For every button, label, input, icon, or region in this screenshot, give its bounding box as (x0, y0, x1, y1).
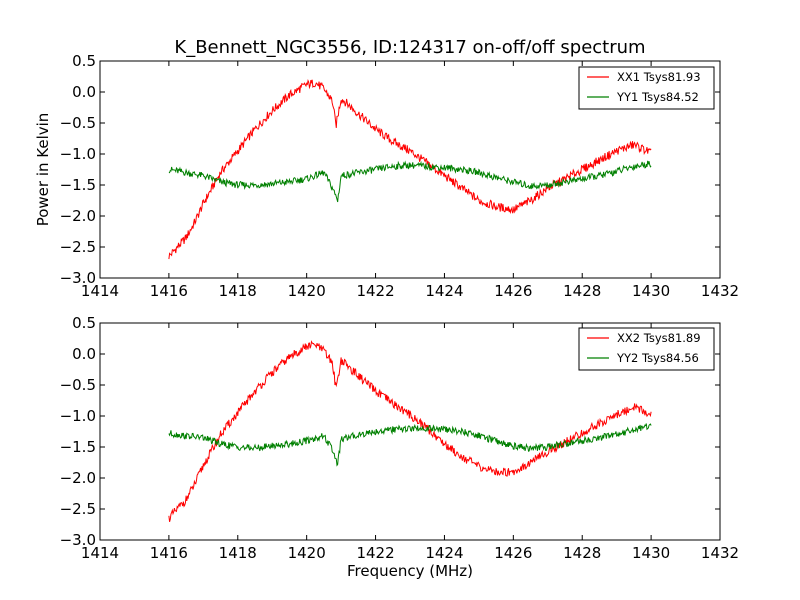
x-tick-label: 1430 (632, 282, 670, 300)
x-tick-label: 1430 (632, 544, 670, 562)
legend-box (578, 327, 715, 371)
x-tick-label: 1428 (563, 282, 601, 300)
y-tick-label: −2.0 (60, 469, 96, 487)
top-panel: 1414 1416 1418 1420 1422 1424 1426 1428 1430 1432… (34, 52, 739, 300)
legend-entry: XX2 Tsys81.89 (617, 331, 701, 345)
y-tick-label: −2.5 (60, 238, 96, 256)
legend: XX1 Tsys81.93 YY1 Tsys84.52 (578, 66, 715, 110)
x-tick-label: 1424 (425, 544, 463, 562)
x-tick-label: 1426 (494, 544, 532, 562)
y-tick-label: −1.0 (60, 407, 96, 425)
y-tick-label: −0.5 (60, 114, 96, 132)
x-tick-label: 1420 (288, 544, 326, 562)
y-tick-label: 0.5 (72, 314, 96, 332)
y-tick-label: −3.0 (60, 269, 96, 287)
x-tick-label: 1428 (563, 544, 601, 562)
x-tick-label: 1432 (701, 544, 739, 562)
y-tick-label: 0.0 (72, 345, 96, 363)
x-tick-label: 1418 (219, 544, 257, 562)
legend-entry: YY2 Tsys84.56 (616, 351, 699, 365)
axes-frame (99, 60, 721, 279)
y-tick-label: 0.0 (72, 83, 96, 101)
x-tick-label: 1416 (150, 282, 188, 300)
x-tick-label: 1414 (81, 544, 119, 562)
legend: XX2 Tsys81.89 YY2 Tsys84.56 (578, 327, 715, 371)
x-tick-label: 1418 (219, 282, 257, 300)
legend-box (578, 66, 715, 110)
y-tick-label: 0.5 (72, 52, 96, 70)
x-tick-label: 1422 (356, 282, 394, 300)
x-tick-label: 1432 (701, 282, 739, 300)
y-axis-label: Power in Kelvin (34, 113, 52, 227)
y-tick-label: −1.0 (60, 145, 96, 163)
bottom-panel: 1414 1416 1418 1420 1422 1424 1426 1428 1430 1432… (60, 314, 740, 580)
y-tick-label: −2.0 (60, 207, 96, 225)
x-tick-label: 1414 (81, 282, 119, 300)
series-line-yy2 (168, 423, 652, 467)
y-tick-label: −1.5 (60, 176, 96, 194)
legend-entry: YY1 Tsys84.52 (616, 90, 699, 104)
x-tick-label: 1422 (356, 544, 394, 562)
axes-frame (99, 322, 721, 541)
x-tick-label: 1426 (494, 282, 532, 300)
y-tick-label: −1.5 (60, 438, 96, 456)
x-axis-label: Frequency (MHz) (347, 562, 473, 580)
legend-entry: XX1 Tsys81.93 (617, 70, 701, 84)
y-tick-label: −3.0 (60, 531, 96, 549)
series-line-yy1 (168, 160, 652, 203)
x-tick-label: 1424 (425, 282, 463, 300)
series-line-xx1 (168, 79, 652, 260)
x-tick-label: 1416 (150, 544, 188, 562)
y-tick-label: −2.5 (60, 500, 96, 518)
x-tick-label: 1420 (288, 282, 326, 300)
y-tick-label: −0.5 (60, 376, 96, 394)
chart-title: K_Bennett_NGC3556, ID:124317 on-off/off … (174, 37, 645, 58)
series-line-xx2 (168, 340, 652, 522)
